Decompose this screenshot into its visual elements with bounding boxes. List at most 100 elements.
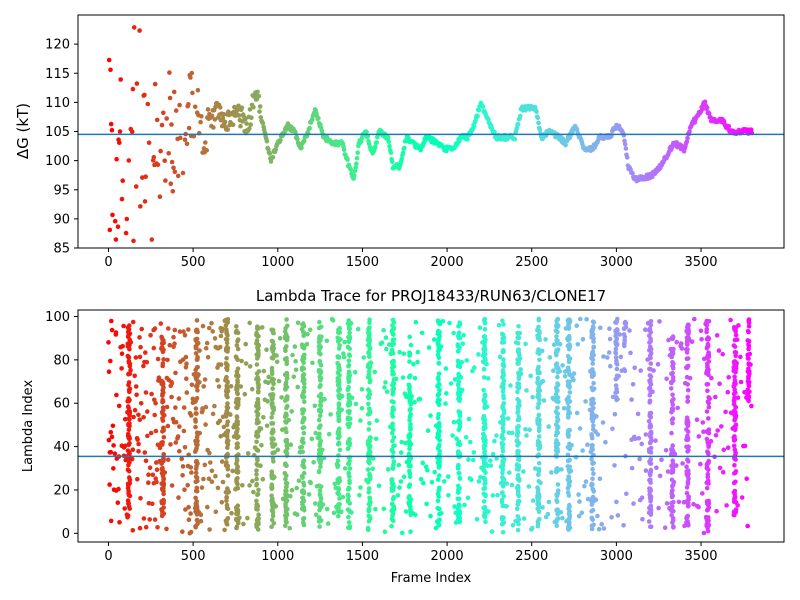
dg-point (146, 140, 152, 145)
dg-x-ticks: 0 500 1000 1500 2000 2500 3000 3500 (104, 248, 718, 270)
lambda-point (481, 436, 486, 441)
lambda-point (230, 468, 235, 474)
lambda-point (614, 499, 619, 505)
lambda-point (456, 371, 461, 377)
lambda-point (733, 426, 738, 431)
lambda-point (143, 458, 149, 464)
lambda-point (591, 400, 596, 406)
lambda-point (128, 367, 133, 373)
lambda-point (555, 405, 560, 411)
lambda-point (705, 478, 711, 484)
lambda-point (744, 476, 749, 482)
lambda-point (137, 525, 143, 531)
lambda-point (389, 523, 394, 529)
lambda-point (629, 465, 635, 471)
lambda-point (137, 417, 143, 423)
lambda-point (554, 492, 559, 497)
lambda-point (735, 395, 741, 401)
lambda-point (684, 485, 690, 490)
lambda-point (125, 513, 131, 518)
lambda-point (173, 440, 179, 445)
lambda-point (639, 495, 645, 501)
lambda-point (335, 431, 341, 436)
lambda-point (553, 447, 559, 453)
lambda-point (647, 470, 653, 476)
lambda-point (111, 466, 116, 471)
lambda-point (256, 512, 261, 517)
lambda-point (407, 484, 412, 489)
lambda-point (318, 505, 324, 510)
dg-x-tick-label: 0 (104, 255, 112, 270)
lambda-point (472, 365, 477, 370)
lambda-point (670, 398, 675, 404)
lambda-point (686, 329, 691, 335)
lambda-point (123, 443, 128, 449)
lambda-point (113, 330, 119, 335)
lambda-point (336, 410, 342, 416)
lambda-point (684, 437, 689, 443)
lambda-point (437, 511, 442, 517)
lambda-point (420, 460, 426, 466)
lambda-point (584, 317, 589, 322)
lambda-point (669, 513, 674, 518)
lambda-point (390, 328, 395, 333)
lambda-point (685, 387, 691, 393)
lambda-point (126, 358, 132, 364)
dg-point (166, 151, 171, 156)
lambda-point (261, 368, 267, 374)
lambda-point (224, 422, 230, 428)
lambda-point (578, 316, 583, 322)
lambda-point (715, 428, 720, 433)
lambda-chart-title: Lambda Trace for PROJ18433/RUN63/CLONE17 (256, 287, 606, 305)
dg-point (385, 135, 391, 140)
lambda-point (596, 526, 602, 532)
lambda-point (614, 327, 620, 332)
lambda-point (256, 487, 261, 493)
lambda-point (300, 344, 305, 350)
lambda-point (455, 464, 461, 469)
lambda-point (366, 519, 372, 524)
lambda-point (389, 448, 395, 453)
lambda-point (731, 435, 736, 440)
lambda-point (289, 487, 295, 493)
lambda-point (119, 351, 125, 357)
lambda-point (317, 413, 323, 419)
dg-point (535, 115, 541, 120)
lambda-point (670, 504, 675, 509)
lambda-point (654, 465, 659, 471)
lambda-axes-frame (77, 309, 785, 543)
lambda-x-tick-label: 1500 (346, 549, 379, 564)
lambda-point (336, 393, 341, 399)
lambda-x-tick-label: 0 (104, 549, 112, 564)
lambda-point (161, 476, 166, 481)
dg-point (251, 104, 256, 110)
lambda-point (193, 524, 198, 529)
dg-point (388, 150, 394, 155)
lambda-point (269, 327, 275, 333)
lambda-point (613, 351, 619, 356)
lambda-point (366, 513, 372, 519)
lambda-point (301, 417, 307, 422)
lambda-point (225, 394, 230, 400)
lambda-point (622, 368, 628, 374)
lambda-point (318, 378, 323, 383)
lambda-point (436, 371, 442, 377)
lambda-point (270, 513, 276, 519)
lambda-point (259, 443, 264, 448)
lambda-point (670, 360, 675, 365)
dg-point (184, 141, 190, 147)
lambda-point (669, 417, 675, 423)
lambda-point (411, 362, 416, 367)
lambda-point (567, 390, 573, 395)
lambda-point (300, 436, 306, 442)
lambda-point (182, 487, 187, 493)
lambda-point (282, 414, 288, 420)
lambda-point (225, 317, 231, 322)
dg-point (278, 137, 283, 143)
lambda-point (436, 329, 442, 335)
lambda-point (284, 344, 289, 349)
lambda-point (193, 488, 199, 494)
lambda-point (168, 442, 173, 447)
lambda-point (181, 329, 186, 334)
lambda-point (614, 332, 620, 337)
